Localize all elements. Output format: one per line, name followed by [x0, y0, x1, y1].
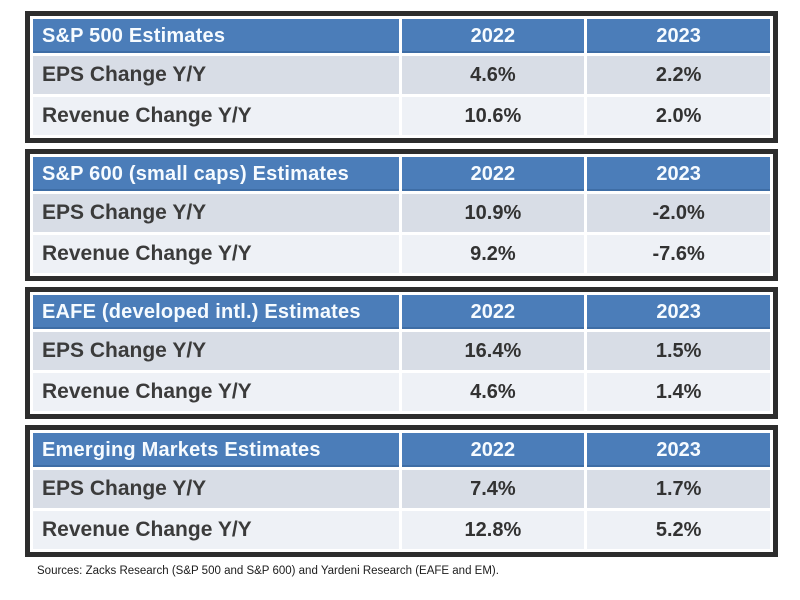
column-header-2022: 2022	[401, 433, 585, 467]
cell-eps-2023: 2.2%	[587, 56, 770, 94]
cell-eps-2023: 1.5%	[587, 332, 770, 370]
cell-revenue-2022: 4.6%	[401, 373, 585, 411]
row-label-eps: EPS Change Y/Y	[33, 56, 399, 94]
cell-eps-2022: 4.6%	[401, 56, 585, 94]
cell-eps-2023: 1.7%	[587, 470, 770, 508]
cell-revenue-2022: 12.8%	[401, 511, 585, 549]
column-header-2022: 2022	[401, 157, 585, 191]
cell-eps-2022: 10.9%	[401, 194, 585, 232]
column-header-2022: 2022	[401, 19, 585, 53]
cell-revenue-2023: 5.2%	[587, 511, 770, 549]
cell-eps-2023: -2.0%	[587, 194, 770, 232]
table-grid: EAFE (developed intl.) Estimates 2022 20…	[33, 295, 770, 411]
row-label-eps: EPS Change Y/Y	[33, 470, 399, 508]
column-header-2023: 2023	[587, 19, 770, 53]
table-title: S&P 600 (small caps) Estimates	[33, 157, 399, 191]
cell-revenue-2022: 10.6%	[401, 97, 585, 135]
cell-revenue-2023: 2.0%	[587, 97, 770, 135]
cell-eps-2022: 16.4%	[401, 332, 585, 370]
row-label-revenue: Revenue Change Y/Y	[33, 511, 399, 549]
table-grid: S&P 600 (small caps) Estimates 2022 2023…	[33, 157, 770, 273]
table-title: S&P 500 Estimates	[33, 19, 399, 53]
table-sp600-estimates: S&P 600 (small caps) Estimates 2022 2023…	[25, 149, 778, 281]
table-eafe-estimates: EAFE (developed intl.) Estimates 2022 20…	[25, 287, 778, 419]
column-header-2022: 2022	[401, 295, 585, 329]
row-label-revenue: Revenue Change Y/Y	[33, 235, 399, 273]
column-header-2023: 2023	[587, 433, 770, 467]
table-grid: S&P 500 Estimates 2022 2023 EPS Change Y…	[33, 19, 770, 135]
cell-revenue-2023: -7.6%	[587, 235, 770, 273]
column-header-2023: 2023	[587, 295, 770, 329]
table-sp500-estimates: S&P 500 Estimates 2022 2023 EPS Change Y…	[25, 11, 778, 143]
row-label-revenue: Revenue Change Y/Y	[33, 373, 399, 411]
cell-eps-2022: 7.4%	[401, 470, 585, 508]
row-label-revenue: Revenue Change Y/Y	[33, 97, 399, 135]
cell-revenue-2022: 9.2%	[401, 235, 585, 273]
column-header-2023: 2023	[587, 157, 770, 191]
row-label-eps: EPS Change Y/Y	[33, 194, 399, 232]
row-label-eps: EPS Change Y/Y	[33, 332, 399, 370]
cell-revenue-2023: 1.4%	[587, 373, 770, 411]
sources-note: Sources: Zacks Research (S&P 500 and S&P…	[37, 565, 499, 577]
table-title: Emerging Markets Estimates	[33, 433, 399, 467]
table-grid: Emerging Markets Estimates 2022 2023 EPS…	[33, 433, 770, 549]
table-title: EAFE (developed intl.) Estimates	[33, 295, 399, 329]
table-emerging-markets-estimates: Emerging Markets Estimates 2022 2023 EPS…	[25, 425, 778, 557]
